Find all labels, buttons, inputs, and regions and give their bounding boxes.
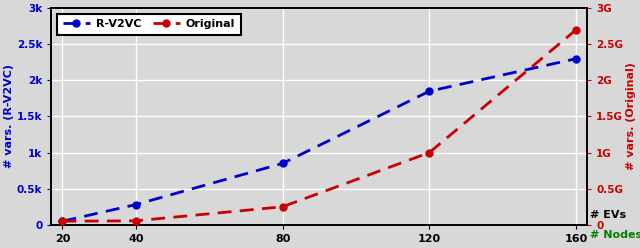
Y-axis label: # vars. (Original): # vars. (Original) (626, 62, 636, 170)
R-V2VC (132, 203, 140, 206)
Original (426, 151, 433, 154)
Line: Original: Original (59, 26, 579, 225)
Y-axis label: # vars. (R-V2VC): # vars. (R-V2VC) (4, 64, 14, 168)
R-V2VC (426, 90, 433, 93)
Original (572, 28, 580, 31)
R-V2VC (59, 220, 67, 223)
Legend: R-V2VC, Original: R-V2VC, Original (57, 14, 241, 35)
Original (279, 205, 287, 208)
Original (59, 220, 67, 223)
Original (132, 219, 140, 222)
Line: R-V2VC: R-V2VC (59, 55, 579, 225)
Text: # Nodes: # Nodes (590, 230, 640, 240)
R-V2VC (279, 162, 287, 165)
R-V2VC (572, 57, 580, 60)
Text: # EVs: # EVs (590, 210, 627, 220)
